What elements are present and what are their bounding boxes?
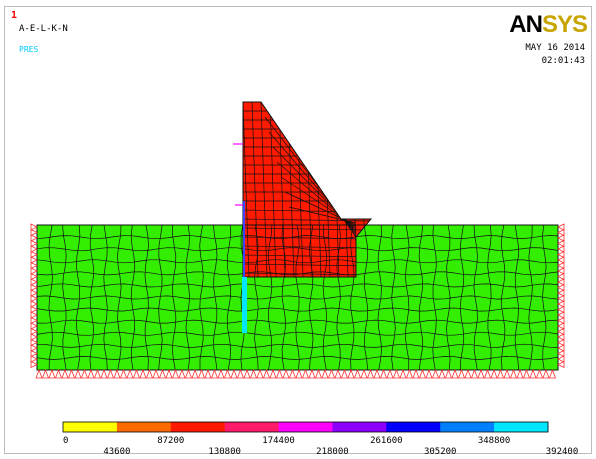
graphics-window[interactable]: 0 87200 174400 261600 348800 43600 130800 21800… [4,6,593,455]
legend-swatch [386,422,441,432]
legend-swatch [440,422,495,432]
displacement-constraints [30,223,565,379]
legend-swatch [170,422,226,432]
legend-tick-top: 0 [63,436,68,446]
plot-time: 02:01:43 [541,56,585,66]
plot-date: MAY 16 2014 [525,43,585,53]
legend-swatch [494,422,549,432]
legend-swatch [332,422,387,432]
legend-tick-top: 174400 [262,436,295,446]
ansys-logo: ANSYS [509,11,588,38]
legend-tick-bottom: 130800 [208,447,241,455]
fe-mesh-plot[interactable]: 0 87200 174400 261600 348800 43600 130800 21800… [5,7,593,455]
foundation-outline [36,224,559,371]
window-number: 1 [11,10,18,21]
legend-swatch [116,422,172,432]
legend-swatch [278,422,333,432]
legend-tick-top: 261600 [370,436,403,446]
dam-region [243,102,371,277]
legend-outline [62,421,549,433]
legend-tick-bottom: 392400 [546,447,579,455]
legend-tick-bottom: 218000 [316,447,349,455]
pressure-load-crack [242,277,247,333]
legend-tick-top: 348800 [478,436,511,446]
logo-text-sys: SYS [541,11,588,38]
logo-text-an: AN [509,11,543,38]
legend-swatch [224,422,280,432]
legend-tick-bottom: 43600 [103,447,130,455]
dam-outline [242,101,373,278]
legend-tick-top: 87200 [157,436,184,446]
load-label: PRES [19,45,39,54]
legend-swatch [63,422,118,432]
legend-tick-bottom: 305200 [424,447,457,455]
plot-title: A-E-L-K-N [19,24,68,34]
